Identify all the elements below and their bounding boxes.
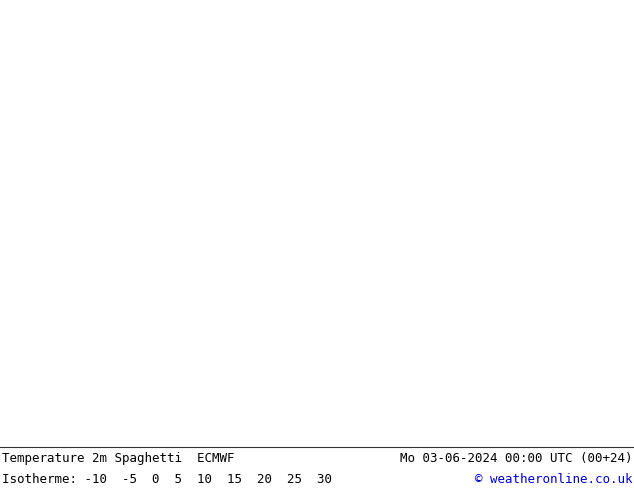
Text: Isotherme: -10  -5  0  5  10  15  20  25  30: Isotherme: -10 -5 0 5 10 15 20 25 30: [2, 473, 332, 486]
Text: Mo 03-06-2024 00:00 UTC (00+24): Mo 03-06-2024 00:00 UTC (00+24): [399, 452, 632, 465]
Text: © weatheronline.co.uk: © weatheronline.co.uk: [475, 473, 632, 486]
Text: Temperature 2m Spaghetti  ECMWF: Temperature 2m Spaghetti ECMWF: [2, 452, 235, 465]
